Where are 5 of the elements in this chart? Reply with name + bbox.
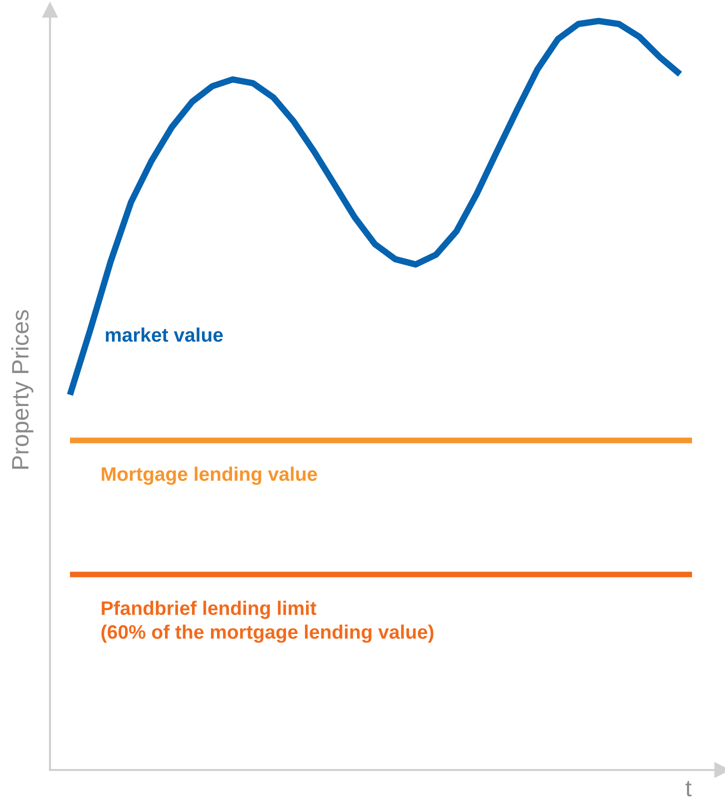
ref-line-label: Pfandbrief lending limit (60% of the mortgage lending value) — [101, 600, 434, 643]
series-label: market value — [106, 328, 223, 342]
ref-line-label: Mortgage lending value — [102, 466, 317, 485]
x-axis-title: t — [686, 780, 692, 796]
y-axis-title: Property Prices — [11, 310, 34, 469]
